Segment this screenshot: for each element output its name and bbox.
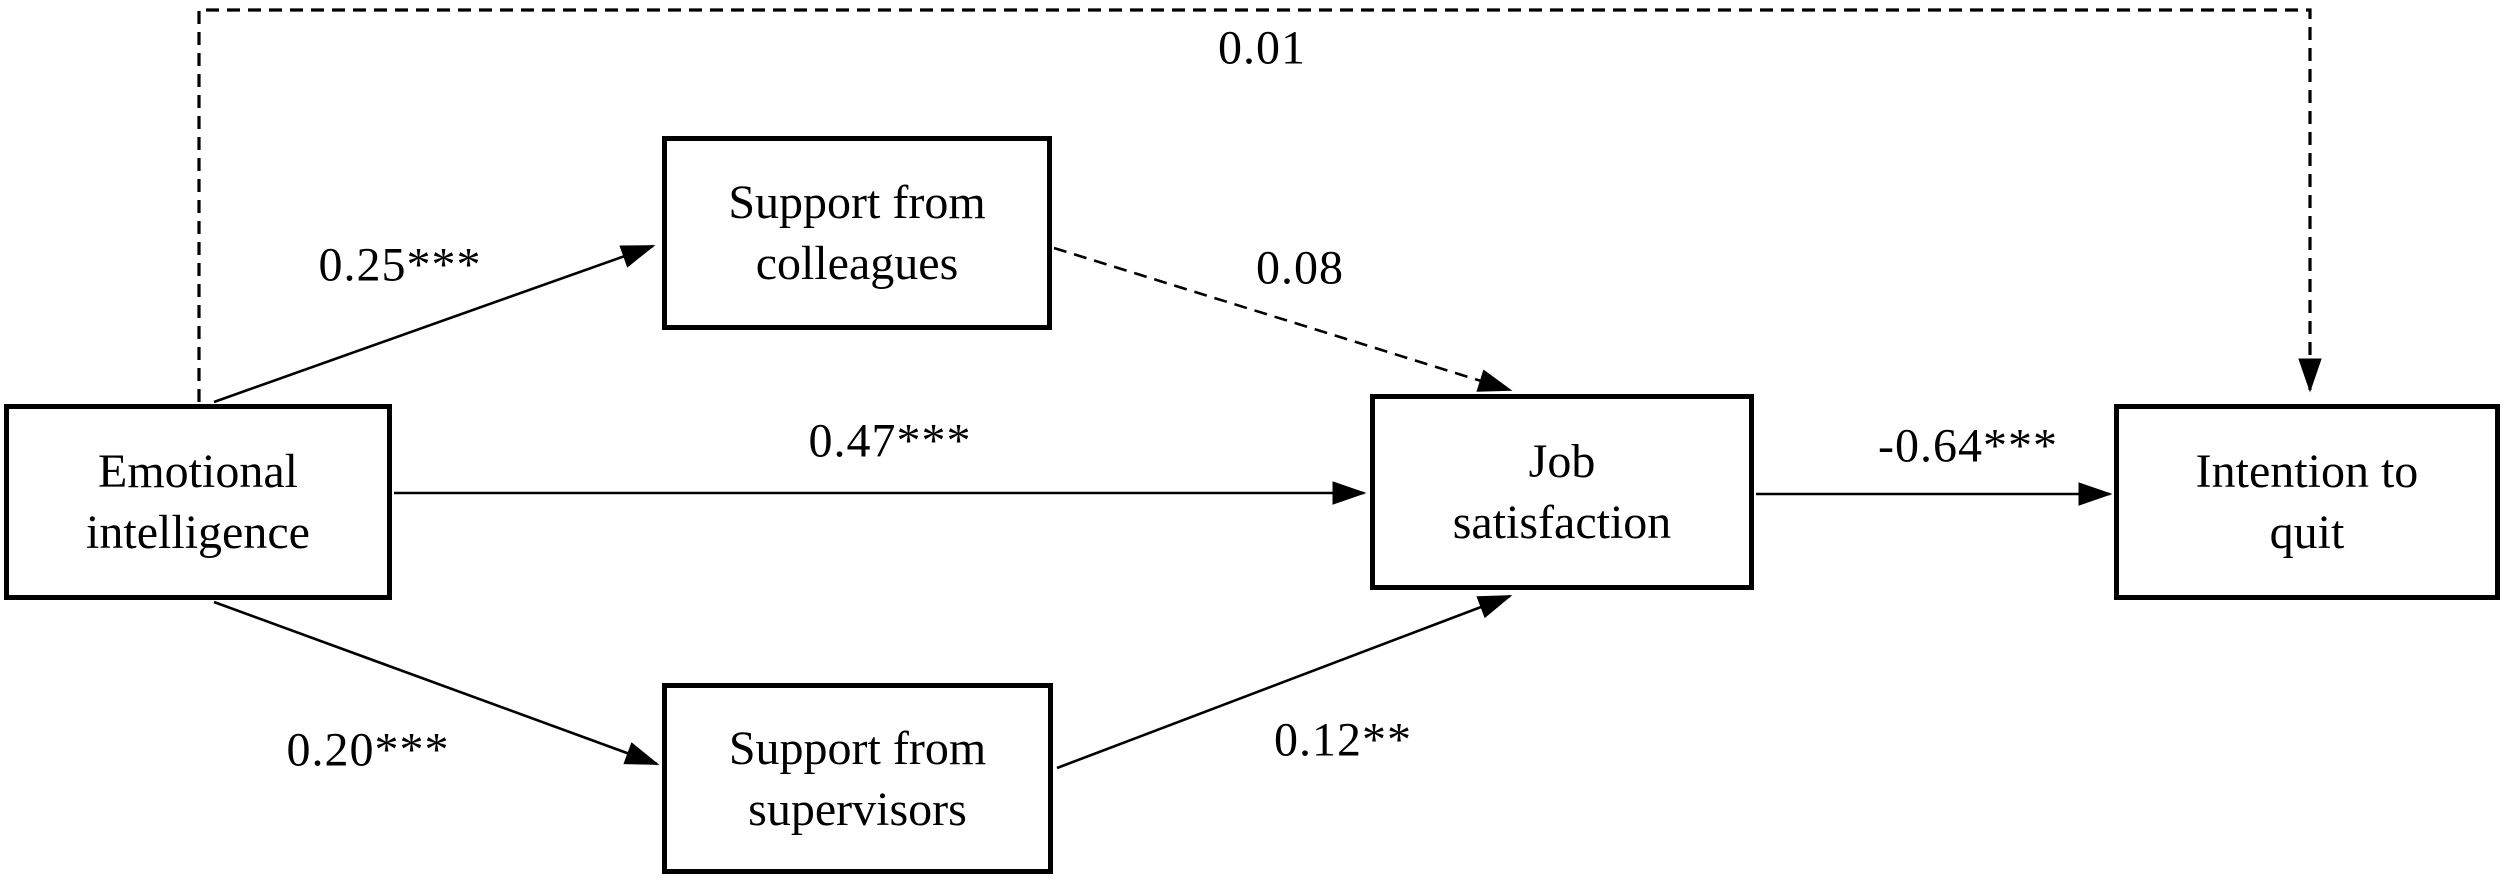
edge-ei-to-supervisors [213, 600, 660, 766]
node-label-line: intelligence [86, 506, 310, 559]
node-label-line: Intention to [2195, 445, 2419, 498]
coefficient-supervisors-jobsat: 0.12** [1274, 713, 1412, 767]
node-label-line: colleagues [755, 237, 959, 290]
edge-ei-to-intention [197, 8, 2322, 402]
node-label-line: satisfaction [1452, 496, 1672, 549]
node-label-line: Support from [728, 176, 986, 229]
edge-ei-to-colleagues [213, 244, 656, 404]
node-label-line: quit [2269, 506, 2345, 559]
edge-colleagues-to-jobsat [1053, 246, 1513, 392]
edge-supervisors-to-jobsat [1056, 594, 1513, 770]
node-job-satisfaction: Job satisfaction [1370, 394, 1754, 590]
coefficient-colleagues-jobsat: 0.08 [1256, 241, 1344, 295]
node-support-colleagues: Support from colleagues [662, 136, 1052, 330]
node-label-line: supervisors [748, 782, 967, 836]
coefficient-ei-supervisors: 0.20*** [286, 723, 450, 777]
node-label-line: Job [1528, 435, 1596, 488]
node-label-line: Emotional [98, 445, 298, 498]
coefficient-ei-jobsat: 0.47*** [808, 414, 972, 468]
node-intention-quit: Intention to quit [2114, 404, 2500, 600]
node-emotional-intelligence: Emotional intelligence [4, 404, 392, 600]
coefficient-ei-colleagues: 0.25*** [318, 238, 482, 292]
node-label-line: Support from [728, 721, 987, 775]
coefficient-ei-intention: 0.01 [1218, 21, 1306, 75]
coefficient-jobsat-intention: -0.64*** [1878, 419, 2058, 473]
node-support-supervisors: Support from supervisors [662, 683, 1053, 874]
